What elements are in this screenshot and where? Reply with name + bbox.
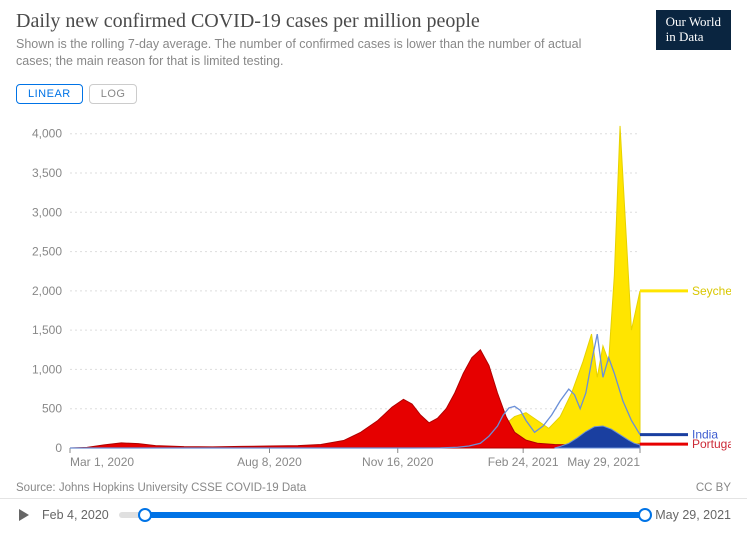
- owid-logo: Our World in Data: [656, 10, 731, 50]
- series-label-seychelles[interactable]: Seychelles: [692, 284, 731, 298]
- timeline-start-label: Feb 4, 2020: [42, 508, 109, 522]
- chart-header: Our World in Data Daily new confirmed CO…: [0, 0, 747, 76]
- chart-area: 0 500 1,000 1,500 2,000 2,500 3,000 3,500 4,000 M…: [16, 108, 731, 478]
- linear-button[interactable]: LINEAR: [16, 84, 83, 104]
- scale-toggle: LINEAR LOG: [16, 84, 747, 104]
- slider-knob-start[interactable]: [138, 508, 152, 522]
- svg-text:4,000: 4,000: [32, 126, 62, 140]
- slider-fill: [145, 512, 645, 518]
- svg-text:500: 500: [42, 401, 62, 415]
- timeline-slider[interactable]: [119, 512, 646, 518]
- svg-text:3,000: 3,000: [32, 205, 62, 219]
- license-text: CC BY: [696, 482, 731, 494]
- chart-footer: Source: Johns Hopkins University CSSE CO…: [0, 478, 747, 499]
- logo-line2: in Data: [666, 29, 704, 44]
- svg-text:Nov 16, 2020: Nov 16, 2020: [362, 455, 434, 469]
- svg-text:2,500: 2,500: [32, 244, 62, 258]
- svg-text:Feb 24, 2021: Feb 24, 2021: [488, 455, 559, 469]
- play-icon[interactable]: [16, 507, 32, 523]
- log-button[interactable]: LOG: [89, 84, 138, 104]
- series-seychelles-area: [70, 126, 640, 448]
- source-text: Source: Johns Hopkins University CSSE CO…: [16, 482, 306, 494]
- timeline: Feb 4, 2020 May 29, 2021: [0, 499, 747, 531]
- logo-line1: Our World: [666, 14, 721, 29]
- series-label-portugal[interactable]: Portugal: [692, 437, 731, 451]
- chart-svg: 0 500 1,000 1,500 2,000 2,500 3,000 3,500 4,000 M…: [16, 108, 731, 478]
- svg-text:1,500: 1,500: [32, 323, 62, 337]
- chart-title: Daily new confirmed COVID-19 cases per m…: [16, 10, 731, 33]
- chart-subtitle: Shown is the rolling 7-day average. The …: [16, 36, 596, 70]
- svg-text:May 29, 2021: May 29, 2021: [567, 455, 640, 469]
- svg-text:0: 0: [55, 441, 62, 455]
- svg-text:3,500: 3,500: [32, 166, 62, 180]
- svg-text:Mar 1, 2020: Mar 1, 2020: [70, 455, 134, 469]
- svg-text:Aug 8, 2020: Aug 8, 2020: [237, 455, 302, 469]
- slider-knob-end[interactable]: [638, 508, 652, 522]
- svg-text:1,000: 1,000: [32, 362, 62, 376]
- svg-text:2,000: 2,000: [32, 284, 62, 298]
- timeline-end-label: May 29, 2021: [655, 508, 731, 522]
